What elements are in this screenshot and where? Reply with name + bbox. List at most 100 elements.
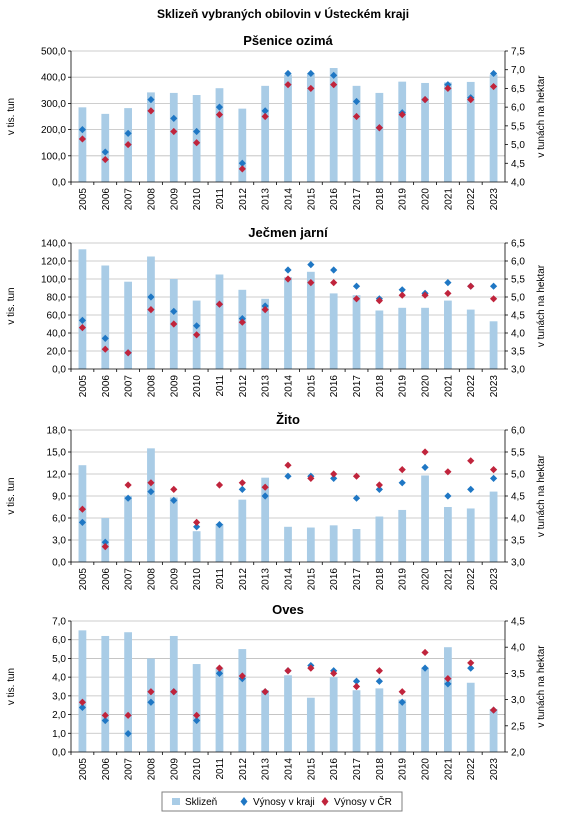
right-tick-label: 6,5 xyxy=(511,239,525,250)
panel-title: Oves xyxy=(272,602,304,617)
x-tick-label: 2007 xyxy=(124,188,135,211)
point-vynos-cr xyxy=(193,711,201,719)
point-vynos-kraj xyxy=(284,266,292,274)
x-tick-label: 2013 xyxy=(261,568,272,591)
point-vynos-kraj xyxy=(398,479,406,487)
right-tick-label: 3,5 xyxy=(511,669,525,680)
point-vynos-kraj xyxy=(78,316,87,324)
point-vynos-kraj xyxy=(124,494,132,502)
left-tick-label: 100,0 xyxy=(41,275,66,286)
bar-sklizen xyxy=(101,113,110,182)
x-tick-label: 2006 xyxy=(101,375,112,398)
left-tick-label: 6,0 xyxy=(52,514,66,525)
left-tick-label: 9,0 xyxy=(52,492,66,503)
point-vynos-cr xyxy=(398,688,406,696)
point-vynos-kraj xyxy=(352,282,361,290)
x-tick-label: 2009 xyxy=(169,758,180,781)
point-vynos-kraj xyxy=(193,322,201,330)
x-tick-label: 2007 xyxy=(124,375,135,398)
point-vynos-cr xyxy=(467,96,475,104)
point-vynos-cr xyxy=(398,466,406,474)
right-tick-label: 3,0 xyxy=(511,695,525,706)
left-tick-label: 500,0 xyxy=(41,47,66,58)
x-tick-label: 2007 xyxy=(124,758,135,781)
point-vynos-kraj xyxy=(352,97,361,106)
chart-title: Sklizeň vybraných obilovin v Ústeckém kr… xyxy=(157,6,409,21)
panel-title: Pšenice ozimá xyxy=(243,33,333,48)
right-tick-label: 4,0 xyxy=(511,329,525,340)
x-tick-label: 2012 xyxy=(238,758,249,781)
bar-sklizen xyxy=(306,271,315,369)
point-vynos-cr xyxy=(238,672,246,680)
left-tick-label: 6,0 xyxy=(52,635,66,646)
x-tick-label: 2011 xyxy=(215,375,226,397)
point-vynos-cr xyxy=(238,318,246,326)
point-vynos-kraj xyxy=(147,96,155,104)
point-vynos-cr xyxy=(352,682,361,691)
bar-sklizen xyxy=(352,85,361,182)
point-vynos-kraj xyxy=(170,307,178,315)
point-vynos-kraj xyxy=(421,664,429,672)
bar-sklizen xyxy=(284,675,292,752)
legend-bar-label: Sklizeň xyxy=(185,797,217,808)
right-tick-label: 3,5 xyxy=(511,347,525,358)
bar-sklizen xyxy=(192,531,201,562)
point-vynos-cr xyxy=(467,659,475,667)
bar-sklizen xyxy=(444,507,452,562)
x-tick-label: 2006 xyxy=(101,758,112,781)
point-vynos-cr xyxy=(215,664,224,672)
right-tick-label: 4,0 xyxy=(511,514,525,525)
point-vynos-cr xyxy=(193,518,201,526)
point-vynos-kraj xyxy=(238,159,246,167)
x-tick-label: 2011 xyxy=(215,568,226,590)
point-vynos-cr xyxy=(170,688,178,696)
point-vynos-kraj xyxy=(147,293,155,301)
x-tick-label: 2010 xyxy=(192,188,203,211)
bar-sklizen xyxy=(78,249,87,369)
point-vynos-cr xyxy=(101,543,109,551)
point-vynos-cr xyxy=(375,481,383,489)
bar-sklizen xyxy=(489,321,498,369)
point-vynos-kraj xyxy=(215,521,224,529)
point-vynos-cr xyxy=(170,320,178,328)
right-tick-label: 5,0 xyxy=(511,470,525,481)
point-vynos-cr xyxy=(238,479,246,487)
x-tick-label: 2016 xyxy=(329,758,340,781)
bar-sklizen xyxy=(352,529,361,562)
x-tick-label: 2017 xyxy=(352,568,363,591)
x-tick-label: 2022 xyxy=(466,375,477,398)
point-vynos-kraj xyxy=(444,492,452,500)
point-vynos-kraj xyxy=(261,492,269,500)
point-vynos-cr xyxy=(421,291,429,299)
point-vynos-kraj xyxy=(284,472,292,480)
x-tick-label: 2005 xyxy=(78,568,89,591)
bar-sklizen xyxy=(306,697,315,752)
x-tick-label: 2006 xyxy=(101,568,112,591)
point-vynos-kraj xyxy=(124,129,132,137)
x-tick-label: 2017 xyxy=(352,758,363,781)
right-axis-title: v tunách na hektar xyxy=(536,75,547,158)
bar-sklizen xyxy=(421,667,429,752)
point-vynos-kraj xyxy=(444,680,452,688)
x-tick-label: 2014 xyxy=(284,188,295,211)
bar-sklizen xyxy=(284,74,292,182)
bar-sklizen xyxy=(329,677,338,752)
point-vynos-cr xyxy=(284,81,292,89)
legend-cr-label: Výnosy v ČR xyxy=(334,795,392,808)
x-tick-label: 2021 xyxy=(443,758,454,781)
point-vynos-cr xyxy=(147,479,155,487)
right-tick-label: 5,0 xyxy=(511,293,525,304)
right-tick-label: 5,5 xyxy=(511,448,525,459)
point-vynos-cr xyxy=(193,331,201,339)
left-tick-label: 0,0 xyxy=(52,748,66,759)
x-tick-label: 2006 xyxy=(101,188,112,211)
right-axis-title: v tunách na hektar xyxy=(536,264,547,347)
right-tick-label: 5,0 xyxy=(511,140,525,151)
point-vynos-kraj xyxy=(193,523,201,531)
x-tick-label: 2018 xyxy=(375,375,386,398)
bar-sklizen xyxy=(238,108,247,182)
point-vynos-cr xyxy=(124,140,132,149)
point-vynos-cr xyxy=(170,127,178,136)
point-vynos-cr xyxy=(467,282,475,290)
point-vynos-cr xyxy=(101,711,109,719)
